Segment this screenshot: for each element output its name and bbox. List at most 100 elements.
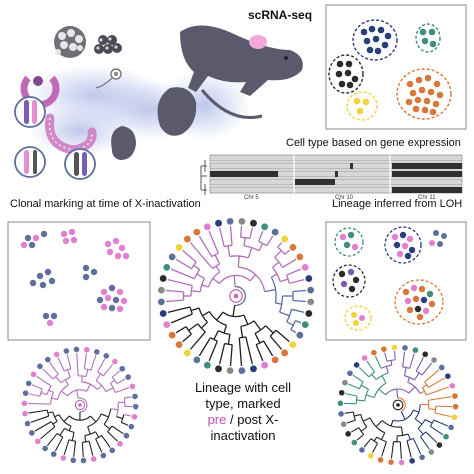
leaf-dot bbox=[109, 447, 116, 454]
leaf-dot bbox=[250, 219, 257, 227]
leaf-dot bbox=[342, 379, 348, 386]
leaf-dot bbox=[436, 442, 443, 448]
leaf-dot bbox=[261, 223, 269, 231]
leaf-dot bbox=[438, 364, 445, 371]
leaf-dot bbox=[100, 452, 107, 459]
leaf-dot bbox=[80, 457, 87, 464]
leaf-dot bbox=[163, 263, 171, 271]
leaf-dot bbox=[157, 286, 165, 294]
leaf-dot bbox=[443, 433, 449, 440]
leaf-dot bbox=[163, 321, 171, 329]
leaf-dot bbox=[431, 357, 437, 363]
caption-lineage-loh: Lineage inferred from LOH bbox=[332, 198, 463, 210]
embryo-large-icon bbox=[157, 87, 197, 136]
leaf-dot bbox=[238, 367, 246, 375]
sperm-icon bbox=[95, 68, 122, 89]
leaf-dot bbox=[338, 411, 344, 417]
leaf-dot bbox=[281, 349, 289, 357]
leaf-dot bbox=[132, 393, 138, 400]
leaf-dot bbox=[94, 349, 100, 355]
leaf-dot bbox=[381, 346, 387, 352]
summary-line-2: type, marked bbox=[205, 396, 281, 411]
summary-line-1: Lineage with cell bbox=[194, 380, 292, 395]
leaf-dot bbox=[377, 457, 384, 463]
leaf-dot bbox=[353, 362, 360, 368]
leaf-dot bbox=[307, 298, 315, 306]
leaf-dot bbox=[305, 310, 313, 317]
leaf-dot bbox=[359, 447, 365, 453]
leaf-dot bbox=[451, 414, 458, 421]
leaf-dot bbox=[409, 458, 415, 464]
leaf-dot bbox=[34, 438, 41, 445]
lineage-tree-left bbox=[21, 346, 139, 464]
leaf-dot bbox=[296, 253, 304, 261]
lineage-tree-center bbox=[157, 217, 315, 375]
leaf-dot bbox=[391, 344, 398, 351]
leaf-dot bbox=[301, 263, 309, 271]
leaf-dot bbox=[340, 421, 347, 428]
leaf-dot bbox=[119, 365, 126, 372]
leaf-dot bbox=[419, 454, 425, 461]
chromosome-label-10: Chr 10 bbox=[335, 195, 354, 201]
chromosome-label-11: Chr 11 bbox=[418, 195, 436, 201]
leaf-dot bbox=[452, 393, 458, 399]
leaf-dot bbox=[193, 228, 201, 236]
leaf-dot bbox=[428, 449, 435, 455]
leaf-dot bbox=[90, 456, 97, 462]
leaf-dot bbox=[271, 356, 279, 364]
leaf-dot bbox=[112, 358, 118, 365]
leaf-dot bbox=[175, 341, 183, 349]
leaf-dot bbox=[129, 383, 136, 390]
lineage-summary-text: Lineage with cell type, marked pre / pos… bbox=[186, 380, 300, 444]
leaf-dot bbox=[117, 440, 123, 447]
lineage-tree-right bbox=[337, 344, 459, 466]
caption-clonal-marking: Clonal marking at time of X-inactivation bbox=[10, 198, 201, 210]
leaf-dot bbox=[193, 356, 201, 364]
leaf-dot bbox=[250, 365, 257, 373]
leaf-dot bbox=[345, 431, 351, 437]
leaf-dot bbox=[226, 367, 234, 375]
leaf-dot bbox=[103, 353, 110, 359]
loh-chromosome-bars bbox=[200, 154, 463, 195]
leaf-dot bbox=[281, 235, 289, 243]
leaf-dot bbox=[70, 457, 77, 464]
leaf-dot bbox=[22, 410, 28, 417]
leaf-dot bbox=[261, 361, 269, 369]
leaf-dot bbox=[371, 349, 377, 356]
cell-type-clusters bbox=[328, 19, 452, 121]
leaf-dot bbox=[21, 400, 28, 407]
leaf-dot bbox=[388, 459, 394, 465]
leaf-dot bbox=[25, 380, 32, 387]
leaf-dot bbox=[73, 346, 80, 353]
leaf-dot bbox=[83, 346, 90, 353]
leaf-dot bbox=[131, 414, 138, 420]
leaf-dot bbox=[215, 219, 222, 227]
leaf-dot bbox=[296, 331, 304, 339]
leaf-dot bbox=[289, 243, 297, 251]
leaf-dot bbox=[168, 253, 176, 261]
leaf-dot bbox=[37, 363, 43, 370]
leaf-dot bbox=[42, 445, 48, 452]
leaf-dot bbox=[226, 217, 234, 225]
leaf-dot bbox=[402, 345, 408, 351]
leaf-dot bbox=[159, 275, 167, 282]
leaf-dot bbox=[203, 361, 211, 369]
leaf-dot bbox=[452, 403, 459, 410]
embryo-small-icon bbox=[111, 126, 136, 160]
leaf-dot bbox=[368, 452, 374, 459]
lineage-loh-clusters bbox=[332, 226, 447, 331]
leaf-dot bbox=[63, 348, 70, 354]
morula-icon bbox=[54, 26, 86, 58]
leaf-dot bbox=[305, 275, 313, 282]
leaf-dot bbox=[445, 373, 451, 379]
leaf-dot bbox=[183, 235, 191, 243]
x-chromosome-icon bbox=[14, 96, 96, 180]
leaf-dot bbox=[271, 228, 279, 236]
leaf-dot bbox=[448, 424, 454, 431]
leaf-dot bbox=[123, 432, 130, 439]
leaf-dot bbox=[398, 459, 405, 466]
leaf-dot bbox=[351, 439, 358, 446]
leaf-dot bbox=[132, 403, 139, 410]
leaf-dot bbox=[338, 389, 345, 396]
